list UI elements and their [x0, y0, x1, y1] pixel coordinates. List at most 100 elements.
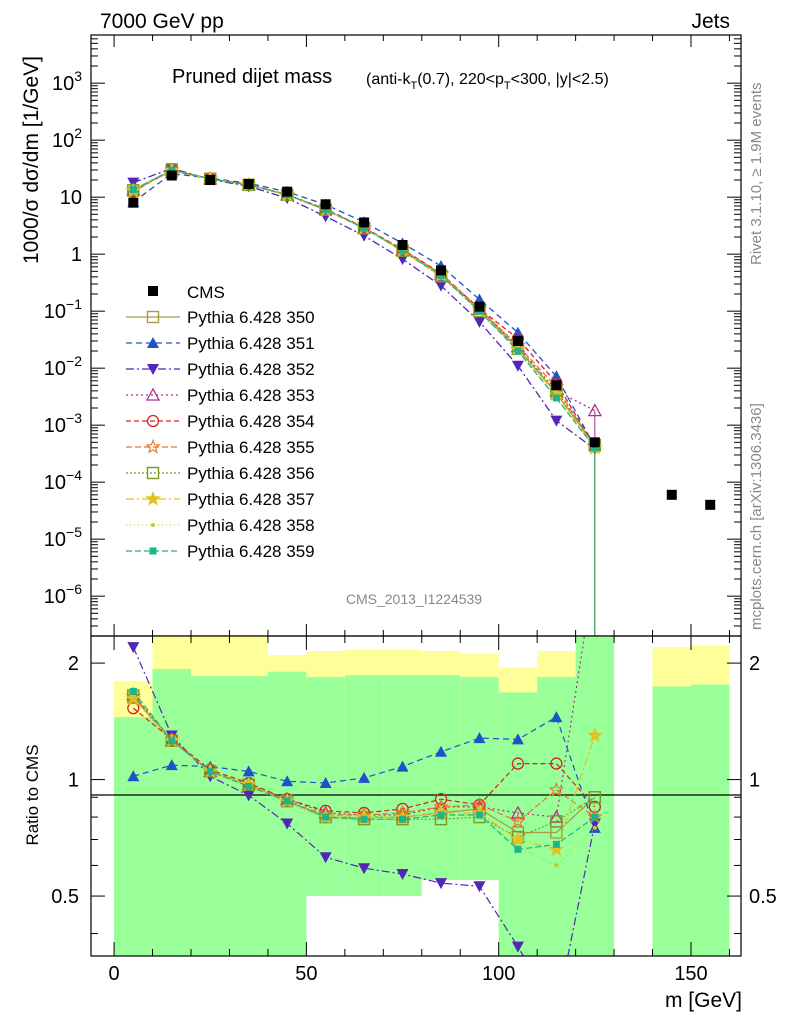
legend-marker — [145, 387, 161, 401]
main-y-tick-label: 10−5 — [44, 524, 82, 551]
ratio-series-marker — [435, 878, 447, 890]
ratio-series-line — [132, 696, 596, 822]
ratio-series-marker — [591, 813, 599, 821]
ratio-y-tick-label-left: 1 — [68, 770, 79, 792]
main-series-marker — [552, 394, 560, 402]
ratio-green-band — [383, 675, 422, 897]
ratio-series-marker — [550, 757, 563, 770]
ratio-series-marker — [206, 767, 214, 775]
ratio-series-marker — [129, 687, 137, 695]
ratio-series-marker — [396, 760, 409, 772]
ratio-series-marker — [511, 941, 524, 953]
rivet-version-label: Rivet 3.1.10, ≥ 1.9M events — [748, 83, 765, 266]
cms-data-point — [589, 437, 600, 448]
legend-label: Pythia 6.428 351 — [187, 334, 315, 353]
legend-marker — [146, 310, 160, 324]
main-y-tick-label: 10−3 — [44, 410, 82, 437]
ratio-series-marker — [554, 863, 559, 868]
legend-marker-cms — [148, 286, 158, 296]
ratio-green-band — [229, 676, 268, 956]
ratio-series-marker — [514, 845, 522, 853]
ratio-series-marker — [358, 863, 371, 875]
chart-title-detail: (anti-kT(0.7), 220<pT<300, |y|<2.5) — [366, 71, 609, 92]
legend-marker — [145, 490, 161, 506]
ratio-series-marker — [322, 813, 330, 821]
main-y-tick-label: 10−4 — [44, 467, 82, 494]
cms-data-point — [397, 239, 408, 250]
ratio-series-marker — [475, 811, 483, 819]
ratio-series-marker — [242, 790, 255, 802]
x-tick-label: 150 — [674, 963, 707, 985]
main-series-marker — [550, 415, 563, 427]
cms-data-point — [243, 179, 254, 190]
ratio-series-marker — [131, 696, 136, 701]
legend-label: Pythia 6.428 354 — [187, 412, 315, 431]
cms-data-point — [474, 301, 485, 312]
x-tick-label: 100 — [482, 963, 515, 985]
main-y-tick-label: 10−2 — [44, 353, 82, 380]
legend-marker — [146, 466, 160, 480]
x-tick-label: 50 — [295, 963, 317, 985]
legend-marker — [149, 547, 157, 555]
ratio-series-marker — [165, 759, 178, 771]
main-series-marker — [168, 166, 176, 174]
ratio-y-tick-label-left: 0.5 — [51, 886, 79, 908]
ratio-green-band — [691, 684, 730, 956]
ratio-green-band — [421, 675, 461, 881]
ratio-series-marker — [473, 732, 486, 744]
ratio-series-marker — [549, 809, 564, 823]
ratio-green-band — [114, 717, 153, 956]
ratio-series-marker — [358, 771, 371, 783]
main-series-marker — [591, 444, 599, 452]
main-series-marker — [437, 272, 445, 280]
ratio-series-marker — [510, 831, 526, 847]
main-series-marker — [129, 186, 137, 194]
ratio-series-marker — [550, 711, 563, 723]
ratio-series-marker — [587, 727, 603, 743]
ratio-series-marker — [127, 642, 140, 654]
ratio-series-marker — [360, 815, 368, 823]
analysis-id-label: CMS_2013_I1224539 — [346, 591, 482, 607]
legend: CMS Pythia 6.428 350 Pythia 6.428 351 Pythi… — [126, 283, 315, 561]
cms-data-point — [166, 170, 177, 181]
ratio-series-marker — [281, 775, 294, 787]
legend-marker — [147, 364, 159, 375]
ratio-series-marker — [168, 737, 176, 745]
ratio-green-band — [152, 669, 191, 956]
legend-label: Pythia 6.428 357 — [187, 490, 315, 509]
legend-label: Pythia 6.428 356 — [187, 464, 315, 483]
ratio-series-marker — [548, 781, 565, 797]
main-series-marker — [511, 360, 524, 372]
main-series-marker — [360, 224, 368, 232]
ratio-series-marker — [127, 770, 140, 782]
ratio-series-marker — [127, 701, 140, 715]
ratio-series-marker — [396, 869, 409, 881]
ratio-series-marker — [319, 852, 332, 864]
ratio-y-tick-label-right: 0.5 — [749, 886, 777, 908]
ratio-series-marker — [434, 793, 448, 806]
ratio-series-marker — [552, 840, 560, 848]
x-tick-label: 0 — [109, 963, 120, 985]
ratio-series-marker — [473, 881, 486, 893]
header-left-label: 7000 GeV pp — [100, 10, 224, 33]
main-y-tick-label: 10−6 — [44, 581, 82, 608]
ratio-series-marker — [319, 776, 332, 788]
cms-data-point — [512, 335, 523, 346]
main-series-marker — [587, 403, 602, 417]
ratio-series-marker — [548, 841, 565, 857]
ratio-series-marker — [588, 800, 601, 814]
ratio-series-marker — [510, 813, 526, 828]
ratio-series-marker — [245, 782, 253, 790]
main-series-marker — [514, 347, 522, 355]
ratio-series-10 — [129, 687, 599, 853]
cms-data-point — [320, 199, 331, 210]
x-axis-label: m [GeV] — [665, 989, 742, 1012]
cms-data-point — [436, 265, 446, 276]
main-y-tick-label: 1 — [71, 244, 82, 266]
main-series-marker — [511, 326, 524, 338]
ratio-series-marker — [242, 765, 255, 777]
ratio-series-marker — [550, 815, 563, 828]
cms-data-point — [666, 489, 677, 500]
main-series-marker — [399, 247, 407, 255]
